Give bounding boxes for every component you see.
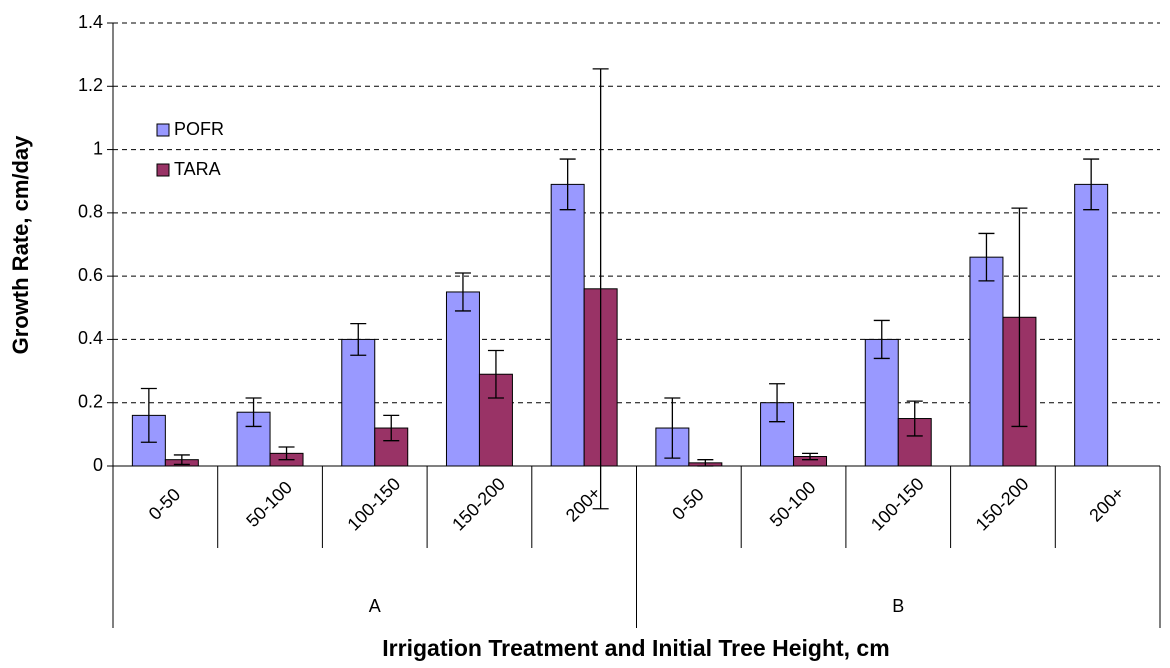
error-bar xyxy=(173,454,190,466)
y-tick-label: 1 xyxy=(93,138,103,158)
error-bar xyxy=(278,446,295,461)
error-bar xyxy=(802,452,819,461)
bar xyxy=(864,338,899,467)
bar xyxy=(341,338,376,467)
y-tick-label: 1.2 xyxy=(78,75,103,95)
y-tick-label: 0.4 xyxy=(78,328,103,348)
legend-label: TARA xyxy=(174,159,221,179)
legend-swatch xyxy=(156,163,170,177)
x-tick-label: 0-50 xyxy=(145,484,185,524)
error-bar xyxy=(592,68,609,510)
x-tick-label: 150-200 xyxy=(448,474,509,535)
error-bar xyxy=(1083,158,1100,211)
x-tick-label: 0-50 xyxy=(668,484,708,524)
x-tick-label: 50-100 xyxy=(242,477,296,531)
error-bar xyxy=(664,397,681,459)
x-tick-label: 200+ xyxy=(562,483,605,526)
bar xyxy=(969,256,1004,467)
error-bar xyxy=(697,459,714,467)
bar xyxy=(445,291,480,467)
error-bar xyxy=(1011,207,1028,428)
x-tick-label: 100-150 xyxy=(867,474,928,535)
y-axis-label: Growth Rate, cm/day xyxy=(8,135,33,355)
x-axis-label: Irrigation Treatment and Initial Tree He… xyxy=(382,635,889,661)
error-bar xyxy=(906,400,923,437)
y-tick-label: 0.2 xyxy=(78,391,103,411)
bar xyxy=(1074,183,1109,467)
error-bar xyxy=(487,349,504,399)
x-tick-label: 150-200 xyxy=(972,474,1033,535)
error-bar xyxy=(383,414,400,442)
x-tick-label: 100-150 xyxy=(343,474,404,535)
error-bar xyxy=(559,158,576,211)
x-tick-label: 200+ xyxy=(1085,483,1128,526)
error-bar xyxy=(454,272,471,312)
error-bar xyxy=(769,383,786,423)
x-tick-label: 50-100 xyxy=(766,477,820,531)
error-bar xyxy=(245,397,262,428)
bar xyxy=(550,183,585,467)
y-tick-label: 0.8 xyxy=(78,202,103,222)
group-label: A xyxy=(369,596,381,616)
y-tick-label: 0.6 xyxy=(78,265,103,285)
error-bar xyxy=(350,322,367,356)
error-bar xyxy=(978,232,995,282)
group-label: B xyxy=(892,596,904,616)
legend-label: POFR xyxy=(174,119,224,139)
legend-swatch xyxy=(156,123,170,137)
error-bar xyxy=(873,319,890,360)
y-tick-label: 1.4 xyxy=(78,12,103,32)
y-tick-label: 0 xyxy=(93,455,103,475)
error-bar xyxy=(140,387,157,443)
